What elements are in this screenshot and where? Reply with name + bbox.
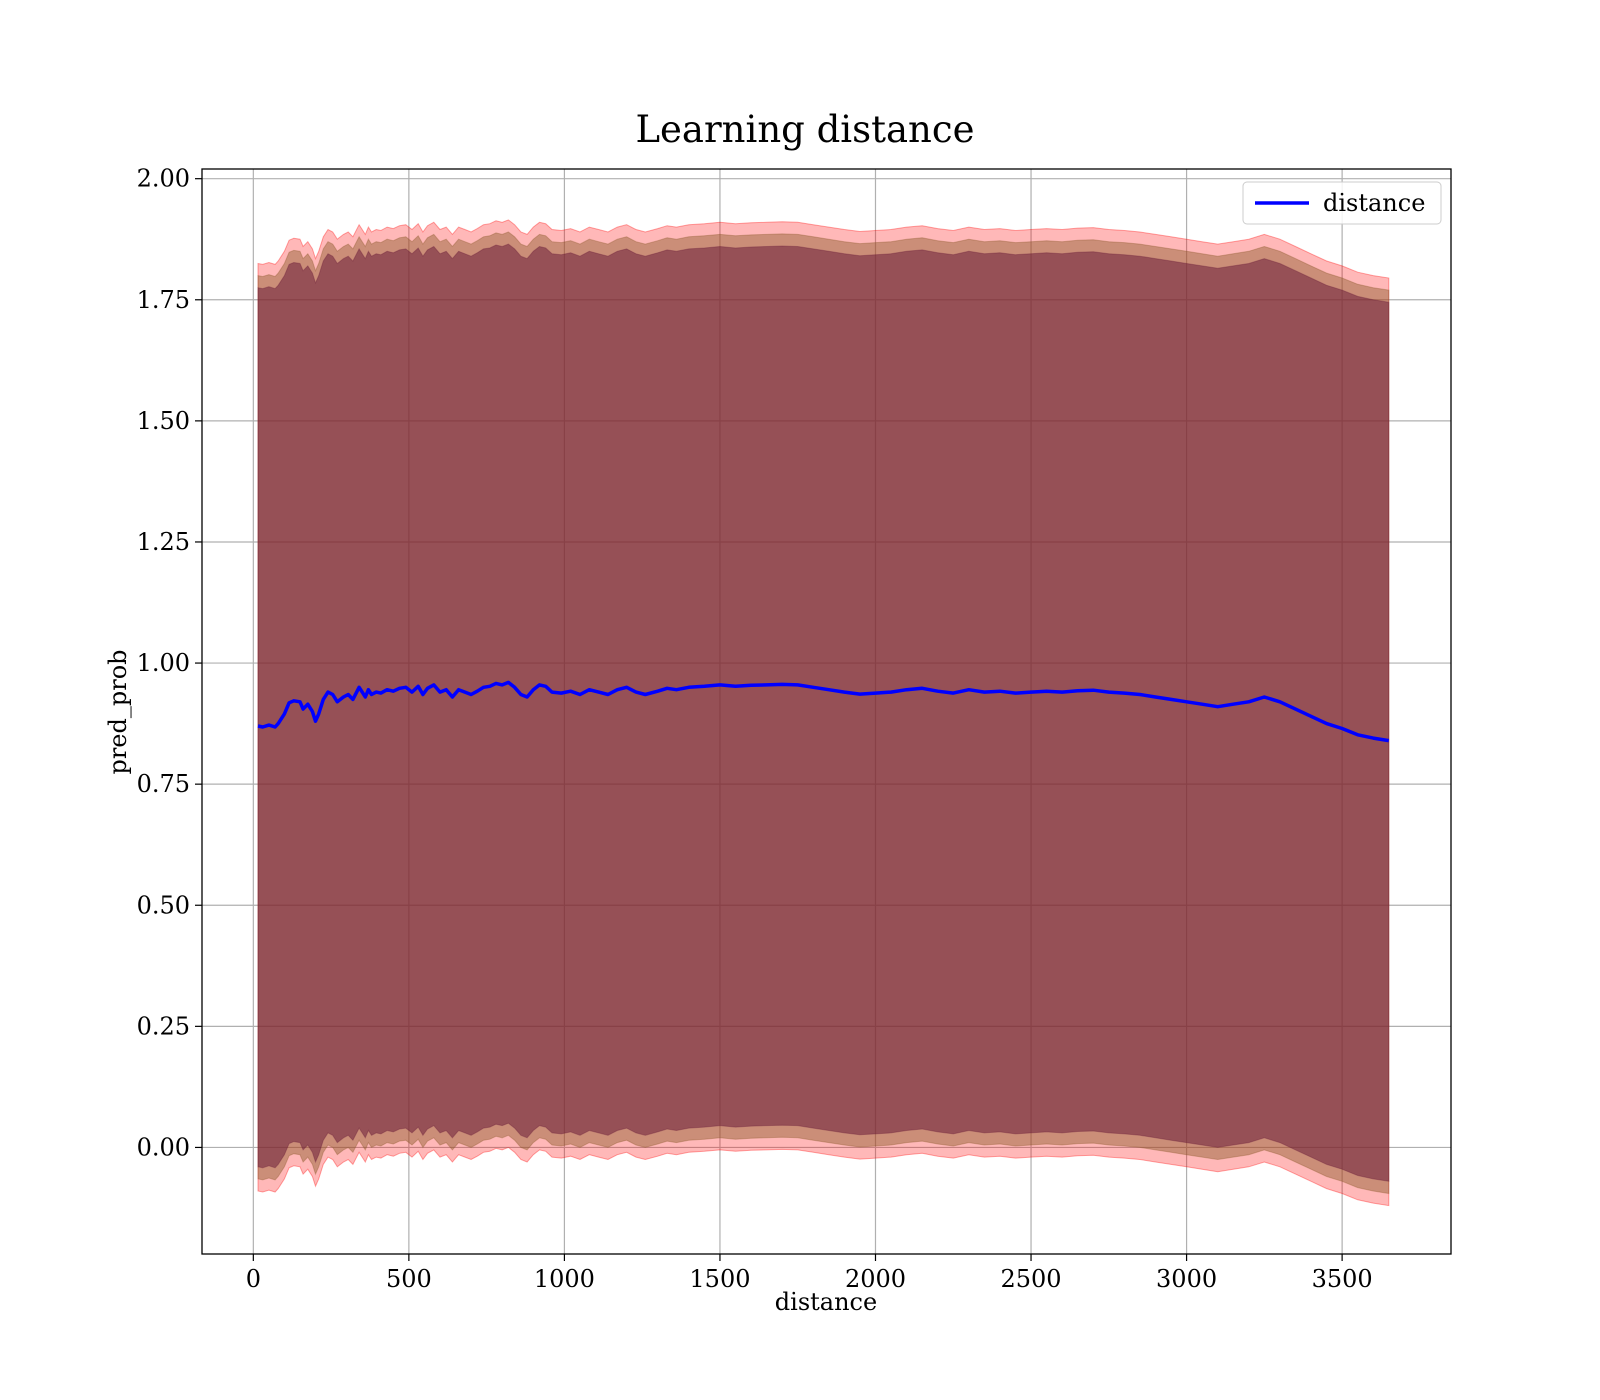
chart-title: Learning distance — [635, 108, 974, 151]
x-tick-label-3: 1500 — [689, 1265, 750, 1293]
x-tick-label-0: 0 — [246, 1265, 261, 1293]
confidence-band-2 — [257, 243, 1390, 1182]
y-axis-label: pred_prob — [104, 649, 132, 774]
axes-frame — [201, 168, 1452, 1255]
y-tick-label-0: 0.00 — [137, 1133, 190, 1161]
y-tick-label-5: 1.25 — [137, 528, 190, 556]
series-line-distance — [257, 680, 1390, 743]
y-tick-label-1: 0.25 — [137, 1012, 190, 1040]
x-tick-label-2: 1000 — [534, 1265, 595, 1293]
x-tick-label-6: 3000 — [1156, 1265, 1217, 1293]
x-tick-label-4: 2000 — [845, 1265, 906, 1293]
y-tick-label-6: 1.50 — [137, 407, 190, 435]
y-tick-label-2: 0.50 — [137, 891, 190, 919]
x-axis-label: distance — [775, 1288, 877, 1316]
legend-label-distance: distance — [1323, 189, 1425, 217]
x-tick-label-7: 3500 — [1312, 1265, 1373, 1293]
plot-area: 0 500 1000 1500 2000 2500 3000 3500 0.00 0.25 0.50… — [137, 165, 1452, 1293]
y-tick-label-4: 1.00 — [137, 649, 190, 677]
x-tick-label-5: 2500 — [1000, 1265, 1061, 1293]
y-tick-label-3: 0.75 — [137, 770, 190, 798]
legend-box — [1242, 181, 1442, 225]
x-tick-label-1: 500 — [386, 1265, 432, 1293]
y-tick-label-8: 2.00 — [137, 165, 190, 193]
y-tick-label-7: 1.75 — [137, 286, 190, 314]
